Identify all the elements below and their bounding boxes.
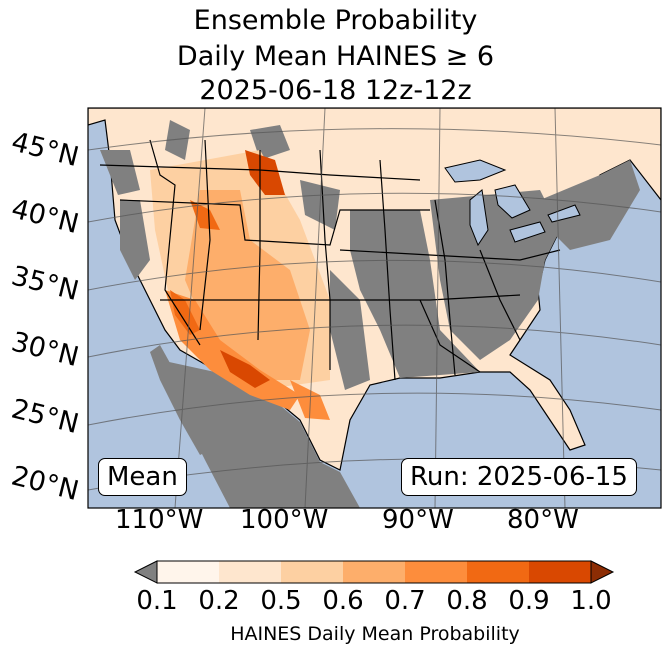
colorbar-segment: [405, 561, 467, 583]
title-line-3: 2025-06-18 12z-12z: [199, 75, 472, 106]
colorbar-tick: 0.7: [384, 586, 426, 616]
lon-label-110: 110°W: [115, 505, 204, 535]
colorbar-segment: [219, 561, 281, 583]
stat-label: Mean: [98, 458, 187, 496]
colorbar-tick: 1.0: [570, 586, 612, 616]
colorbar-tick: 0.8: [446, 586, 488, 616]
colorbar-segment: [529, 561, 591, 583]
colorbar-segment: [281, 561, 343, 583]
baja: [150, 345, 210, 455]
colorbar-label: HAINES Daily Mean Probability: [230, 623, 520, 645]
colorbar: [133, 560, 615, 584]
colorbar-border: [156, 560, 592, 584]
run-label: Run: 2025-06-15: [401, 458, 637, 496]
colorbar-tick: 0.5: [260, 586, 302, 616]
title-line-1: Ensemble Probability: [193, 5, 478, 36]
colorbar-over-arrow: [590, 560, 615, 584]
colorbar-under-arrow: [133, 560, 158, 584]
lon-label-90: 90°W: [382, 505, 454, 535]
colorbar-tick: 0.6: [322, 586, 364, 616]
colorbar-segment: [467, 561, 529, 583]
colorbar-tick: 0.2: [198, 586, 240, 616]
colorbar-tick: 0.9: [508, 586, 550, 616]
lon-label-80: 80°W: [507, 505, 579, 535]
colorbar-tick: 0.1: [136, 586, 178, 616]
title-line-2: Daily Mean HAINES ≥ 6: [176, 41, 495, 72]
great-lakes: [444, 159, 581, 247]
graticule: [88, 108, 661, 508]
colorbar-segment: [157, 561, 219, 583]
mexico-land: [160, 360, 360, 508]
colorbar-segment: [343, 561, 405, 583]
state-borders: [99, 139, 561, 381]
lon-label-100: 100°W: [240, 505, 329, 535]
